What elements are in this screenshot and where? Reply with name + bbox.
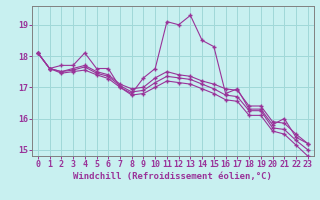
X-axis label: Windchill (Refroidissement éolien,°C): Windchill (Refroidissement éolien,°C) xyxy=(73,172,272,181)
